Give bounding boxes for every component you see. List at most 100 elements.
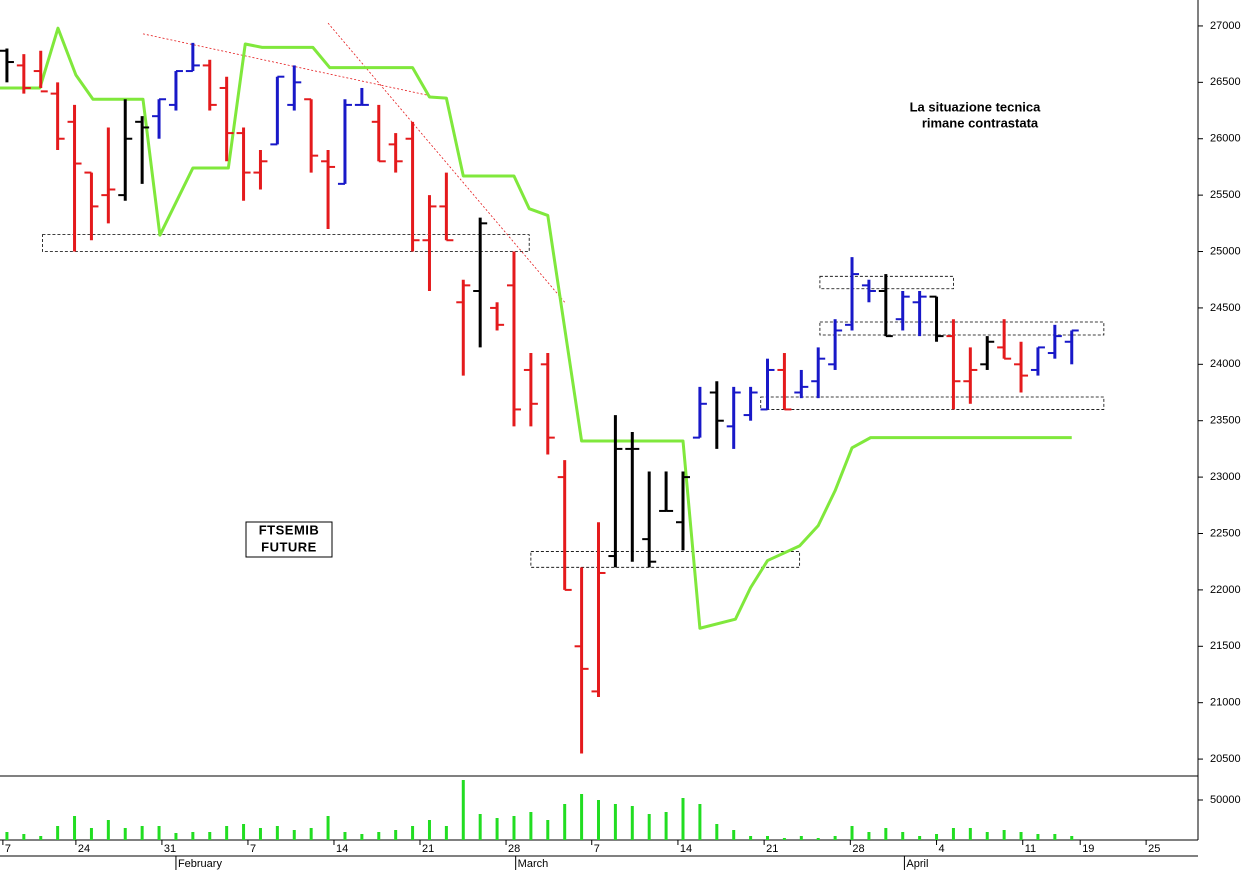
- volume-bar: [596, 800, 600, 840]
- month-label: February: [178, 858, 223, 870]
- y-tick-label: 26000: [1210, 133, 1241, 145]
- y-tick-label: 27000: [1210, 20, 1241, 32]
- y-tick-label: 50000: [1210, 794, 1241, 806]
- volume-bar: [766, 836, 770, 840]
- volume-bar: [157, 826, 161, 840]
- support-zone: [760, 396, 1105, 410]
- instrument-label: FUTURE: [261, 539, 317, 554]
- volume-bar: [715, 824, 719, 840]
- month-label: March: [518, 858, 549, 870]
- volume-bar: [242, 824, 246, 840]
- volume-bar: [833, 836, 837, 840]
- x-tick-label: 24: [78, 843, 90, 855]
- volume-bar: [1036, 834, 1040, 840]
- x-tick-label: 28: [508, 843, 520, 855]
- y-tick-label: 25000: [1210, 245, 1241, 257]
- y-tick-label: 20500: [1210, 753, 1241, 765]
- volume-bar: [580, 794, 584, 840]
- x-tick-label: 28: [852, 843, 864, 855]
- volume-bar: [191, 832, 195, 840]
- volume-bar: [732, 830, 736, 840]
- volume-bar: [884, 828, 888, 840]
- volume-bar: [39, 836, 43, 840]
- indicator-line: [0, 26, 1072, 630]
- volume-bar: [495, 818, 499, 840]
- x-tick-label: 14: [336, 843, 348, 855]
- y-tick-label: 25500: [1210, 189, 1241, 201]
- volume-bar: [225, 826, 229, 840]
- volume-bar: [630, 806, 634, 840]
- volume-bar: [1053, 834, 1057, 840]
- volume-bar: [309, 828, 313, 840]
- volume-bar: [444, 826, 448, 840]
- volume-bar: [275, 826, 279, 840]
- y-tick-label: 21500: [1210, 640, 1241, 652]
- volume-bar: [529, 812, 533, 840]
- volume-bar: [613, 804, 617, 840]
- volume-bar: [816, 838, 820, 840]
- x-tick-label: 4: [939, 843, 945, 855]
- trend-line: [327, 22, 565, 303]
- volume-bar: [1002, 830, 1006, 840]
- volume-bar: [106, 820, 110, 840]
- month-label: April: [906, 858, 928, 870]
- instrument-label: FTSEMIB: [259, 522, 320, 537]
- volume-bar: [411, 826, 415, 840]
- volume-bar: [258, 828, 262, 840]
- support-zone: [819, 321, 1105, 336]
- y-tick-label: 23500: [1210, 415, 1241, 427]
- volume-bar: [292, 830, 296, 840]
- x-tick-label: 21: [766, 843, 778, 855]
- volume-bar: [647, 814, 651, 840]
- volume-bar: [174, 833, 178, 840]
- volume-bar: [394, 830, 398, 840]
- volume-bar: [968, 828, 972, 840]
- volume-bar: [563, 804, 567, 840]
- support-zone: [530, 551, 801, 568]
- volume-bar: [951, 828, 955, 840]
- instrument-box: [245, 521, 333, 558]
- volume-bar: [427, 820, 431, 840]
- x-tick-label: 14: [680, 843, 692, 855]
- annotation: La situazione tecnica: [910, 99, 1042, 114]
- support-zone: [42, 234, 530, 252]
- volume-bar: [22, 834, 26, 840]
- volume-bar: [56, 826, 60, 840]
- volume-bar: [461, 780, 465, 840]
- volume-bar: [546, 820, 550, 840]
- volume-bar: [664, 812, 668, 840]
- y-tick-label: 21000: [1210, 697, 1241, 709]
- y-tick-label: 23000: [1210, 471, 1241, 483]
- volume-bar: [123, 828, 127, 840]
- volume-bar: [850, 826, 854, 840]
- volume-bar: [935, 834, 939, 840]
- volume-bar: [1070, 836, 1074, 840]
- x-tick-label: 7: [594, 843, 600, 855]
- volume-bar: [867, 832, 871, 840]
- volume-bar: [326, 816, 330, 840]
- volume-bar: [918, 836, 922, 840]
- x-tick-label: 19: [1082, 843, 1094, 855]
- volume-bar: [89, 828, 93, 840]
- volume-bar: [512, 816, 516, 840]
- volume-bar: [5, 832, 9, 840]
- y-tick-label: 22000: [1210, 584, 1241, 596]
- volume-bar: [140, 826, 144, 840]
- y-tick-label: 24500: [1210, 302, 1241, 314]
- y-tick-label: 22500: [1210, 527, 1241, 539]
- x-tick-label: 7: [250, 843, 256, 855]
- volume-bar: [377, 832, 381, 840]
- volume-bar: [681, 798, 685, 840]
- volume-bar: [901, 832, 905, 840]
- volume-bar: [478, 814, 482, 840]
- x-tick-label: 31: [164, 843, 176, 855]
- volume-bar: [749, 836, 753, 840]
- volume-bar: [985, 832, 989, 840]
- volume-bar: [782, 838, 786, 840]
- y-tick-label: 24000: [1210, 358, 1241, 370]
- annotation: rimane contrastata: [922, 115, 1039, 130]
- volume-bar: [799, 836, 803, 840]
- x-tick-label: 11: [1025, 843, 1036, 855]
- volume-bar: [698, 804, 702, 840]
